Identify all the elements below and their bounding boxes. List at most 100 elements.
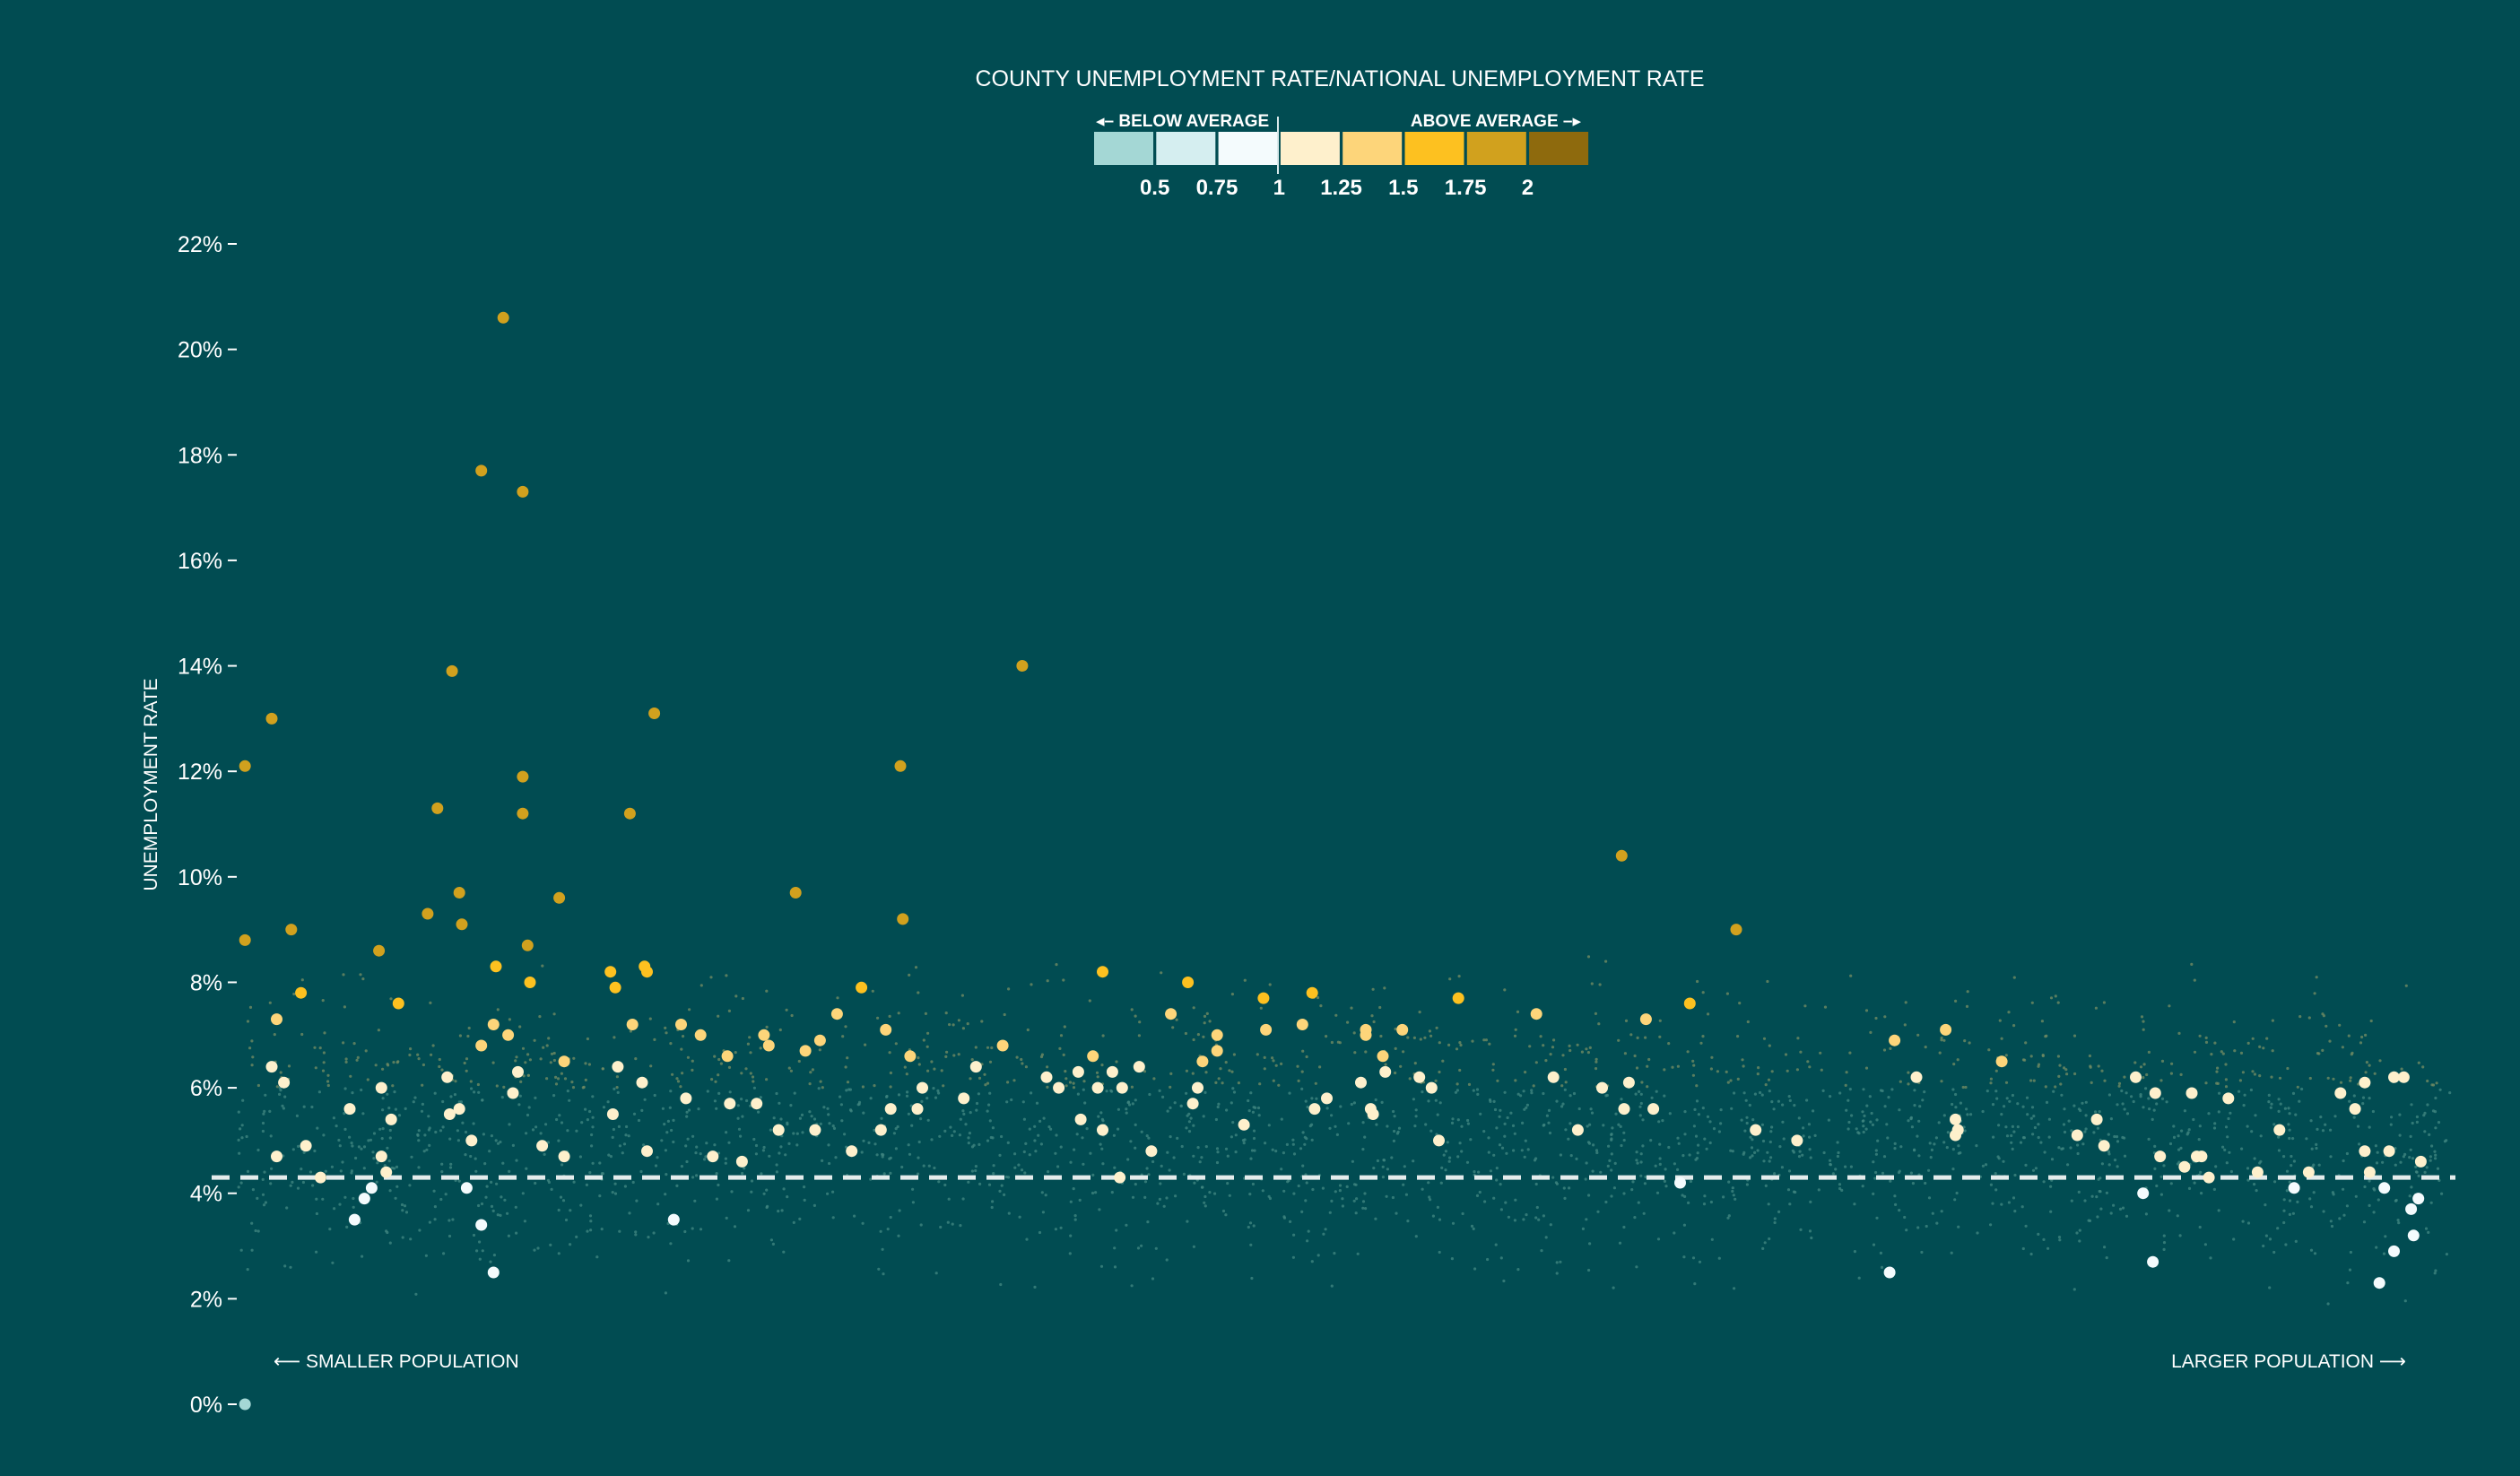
county-point[interactable] xyxy=(2137,1187,2150,1200)
county-point[interactable] xyxy=(475,465,488,477)
county-point[interactable] xyxy=(799,1045,812,1057)
county-point[interactable] xyxy=(1940,1023,1952,1036)
county-point[interactable] xyxy=(1296,1019,1308,1030)
county-point[interactable] xyxy=(502,1029,515,1041)
county-point[interactable] xyxy=(517,807,529,820)
county-point[interactable] xyxy=(1639,1013,1652,1026)
county-point[interactable] xyxy=(2412,1193,2425,1205)
county-point[interactable] xyxy=(517,770,529,783)
county-point[interactable] xyxy=(2273,1124,2286,1136)
county-point[interactable] xyxy=(2090,1113,2103,1125)
county-point[interactable] xyxy=(453,1103,465,1116)
county-point[interactable] xyxy=(512,1065,524,1078)
county-point[interactable] xyxy=(609,981,621,994)
county-point[interactable] xyxy=(1182,977,1195,988)
county-point[interactable] xyxy=(1145,1145,1158,1158)
county-point[interactable] xyxy=(1072,1065,1084,1078)
county-point[interactable] xyxy=(460,1182,473,1194)
county-point[interactable] xyxy=(441,1071,454,1083)
county-point[interactable] xyxy=(2363,1166,2376,1178)
county-point[interactable] xyxy=(300,1140,312,1152)
county-point[interactable] xyxy=(1211,1045,1223,1057)
county-point[interactable] xyxy=(1308,1103,1321,1116)
county-point[interactable] xyxy=(2154,1150,2167,1163)
county-point[interactable] xyxy=(1883,1266,1896,1279)
county-point[interactable] xyxy=(1192,1081,1204,1094)
county-point[interactable] xyxy=(521,939,534,951)
county-point[interactable] xyxy=(558,1055,570,1068)
county-point[interactable] xyxy=(239,760,251,772)
county-point[interactable] xyxy=(1097,966,1108,978)
county-point[interactable] xyxy=(1091,1081,1104,1094)
county-point[interactable] xyxy=(1257,992,1270,1004)
county-point[interactable] xyxy=(1106,1065,1118,1078)
county-point[interactable] xyxy=(789,887,802,899)
county-point[interactable] xyxy=(453,887,465,899)
county-point[interactable] xyxy=(536,1140,549,1152)
county-point[interactable] xyxy=(1950,1113,1961,1125)
county-point[interactable] xyxy=(1377,1050,1389,1063)
county-point[interactable] xyxy=(1396,1023,1409,1036)
county-point[interactable] xyxy=(558,1150,570,1163)
county-point[interactable] xyxy=(2405,1203,2418,1215)
county-point[interactable] xyxy=(1186,1098,1199,1110)
county-point[interactable] xyxy=(1530,1008,1542,1020)
county-point[interactable] xyxy=(958,1092,970,1105)
county-point[interactable] xyxy=(271,1013,282,1026)
county-point[interactable] xyxy=(265,712,278,725)
county-point[interactable] xyxy=(475,1039,488,1052)
county-point[interactable] xyxy=(2222,1092,2235,1105)
county-point[interactable] xyxy=(1951,1124,1964,1136)
county-point[interactable] xyxy=(2334,1087,2347,1099)
county-point[interactable] xyxy=(1211,1029,1223,1041)
county-point[interactable] xyxy=(1618,1103,1630,1116)
county-point[interactable] xyxy=(680,1092,692,1105)
county-point[interactable] xyxy=(285,924,298,936)
county-point[interactable] xyxy=(1791,1134,1803,1147)
county-point[interactable] xyxy=(2302,1166,2315,1178)
county-point[interactable] xyxy=(490,960,502,973)
county-point[interactable] xyxy=(813,1034,826,1046)
county-point[interactable] xyxy=(641,1145,653,1158)
county-point[interactable] xyxy=(1355,1076,1367,1089)
county-point[interactable] xyxy=(517,485,529,498)
county-point[interactable] xyxy=(385,1113,397,1125)
county-point[interactable] xyxy=(626,1019,639,1030)
county-point[interactable] xyxy=(612,1061,624,1073)
county-point[interactable] xyxy=(1238,1118,1250,1131)
county-point[interactable] xyxy=(2147,1255,2159,1268)
county-point[interactable] xyxy=(1683,997,1696,1010)
county-point[interactable] xyxy=(1995,1055,2008,1068)
county-point[interactable] xyxy=(239,1398,251,1411)
county-point[interactable] xyxy=(667,1213,680,1226)
county-point[interactable] xyxy=(772,1124,785,1136)
county-point[interactable] xyxy=(2378,1182,2391,1194)
county-point[interactable] xyxy=(1615,849,1628,862)
county-point[interactable] xyxy=(314,1171,326,1184)
county-point[interactable] xyxy=(675,1019,687,1030)
county-point[interactable] xyxy=(884,1103,897,1116)
county-point[interactable] xyxy=(894,760,907,772)
county-point[interactable] xyxy=(758,1029,770,1041)
county-point[interactable] xyxy=(553,891,566,904)
county-point[interactable] xyxy=(2098,1140,2110,1152)
county-point[interactable] xyxy=(911,1103,924,1116)
county-point[interactable] xyxy=(487,1019,500,1030)
county-point[interactable] xyxy=(278,1076,291,1089)
county-point[interactable] xyxy=(239,933,251,946)
county-point[interactable] xyxy=(295,986,308,999)
county-point[interactable] xyxy=(1750,1124,1762,1136)
county-point[interactable] xyxy=(497,311,509,324)
county-point[interactable] xyxy=(897,913,909,925)
county-point[interactable] xyxy=(465,1134,478,1147)
county-point[interactable] xyxy=(1053,1081,1065,1094)
county-point[interactable] xyxy=(856,981,868,994)
county-point[interactable] xyxy=(1622,1076,1635,1089)
county-point[interactable] xyxy=(375,1150,387,1163)
county-point[interactable] xyxy=(2373,1277,2385,1289)
county-point[interactable] xyxy=(1433,1134,1445,1147)
county-point[interactable] xyxy=(1425,1081,1438,1094)
county-point[interactable] xyxy=(604,966,617,978)
county-point[interactable] xyxy=(1321,1092,1333,1105)
county-point[interactable] xyxy=(1016,660,1029,672)
